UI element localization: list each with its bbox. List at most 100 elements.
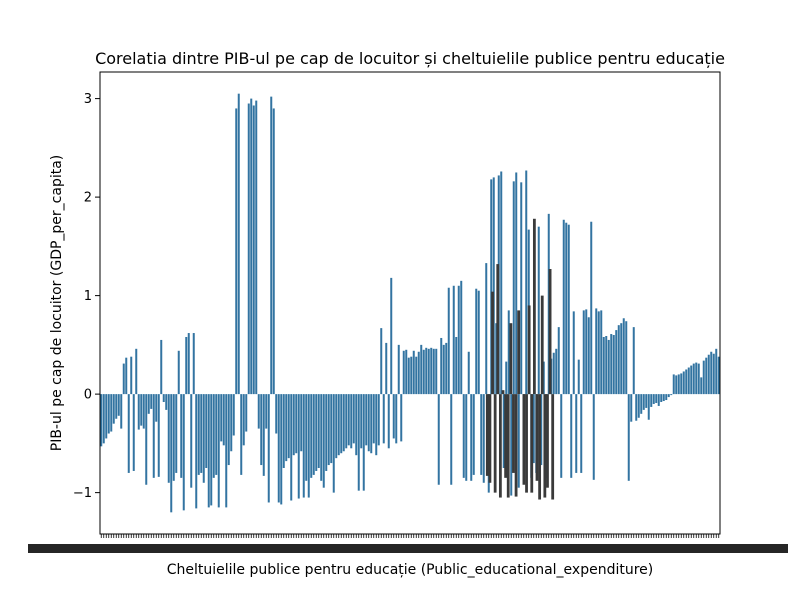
bar	[585, 309, 588, 395]
bar	[297, 394, 300, 499]
bar	[630, 394, 633, 422]
bar	[395, 394, 398, 444]
bar	[477, 290, 480, 395]
plot-frame	[99, 71, 721, 535]
bar-overlay	[488, 394, 492, 483]
bar	[607, 339, 610, 395]
bar	[352, 394, 355, 444]
bar	[340, 394, 343, 454]
bar	[332, 394, 335, 493]
bar	[510, 394, 513, 496]
bar-overlay	[491, 291, 494, 395]
bar	[190, 394, 193, 488]
bar	[217, 394, 220, 508]
bar-overlay	[525, 394, 528, 493]
bar	[342, 394, 345, 452]
bar	[275, 394, 278, 434]
bar	[355, 394, 358, 456]
bar	[130, 356, 133, 395]
y-ticks-group: −1 0 1 2 3	[73, 92, 100, 501]
bar	[642, 394, 645, 410]
bar	[627, 394, 630, 481]
bar	[540, 394, 543, 466]
bar	[512, 181, 515, 395]
bar	[212, 394, 215, 478]
bar	[390, 277, 393, 395]
bar-overlay	[504, 394, 508, 478]
bar	[432, 348, 435, 395]
bar	[695, 362, 698, 395]
overlay-bars-group	[485, 218, 555, 500]
bar	[330, 394, 333, 464]
bar	[262, 394, 265, 476]
bar	[565, 222, 568, 395]
bar	[222, 394, 225, 446]
bar	[160, 339, 163, 395]
bar	[580, 394, 583, 473]
bar	[705, 357, 708, 395]
bar-overlay	[522, 394, 526, 485]
bar	[600, 310, 603, 395]
bar	[320, 394, 323, 481]
bar	[397, 344, 400, 395]
bar	[670, 394, 673, 396]
bar	[597, 311, 600, 395]
bar	[175, 394, 178, 473]
bar	[367, 394, 370, 452]
bar	[362, 394, 365, 491]
bar	[680, 373, 683, 395]
bar	[412, 350, 415, 395]
bar	[337, 394, 340, 456]
bar	[325, 394, 328, 471]
bar	[122, 363, 125, 395]
bar	[237, 93, 240, 395]
bar	[312, 394, 315, 475]
bar	[650, 394, 653, 407]
bar	[577, 359, 580, 395]
bar	[635, 394, 638, 421]
bar	[440, 337, 443, 395]
bar	[690, 365, 693, 395]
bar	[382, 394, 385, 444]
bar	[142, 394, 145, 429]
bar	[405, 349, 408, 395]
bar	[292, 394, 295, 456]
bar	[567, 224, 570, 395]
bar	[255, 100, 258, 395]
bar-overlay	[493, 394, 497, 493]
bar	[587, 317, 590, 395]
bar	[655, 394, 658, 403]
bar	[425, 347, 428, 395]
bar	[280, 394, 283, 505]
bar	[177, 350, 180, 395]
bar	[392, 394, 395, 439]
bar	[570, 394, 573, 478]
bar	[435, 348, 438, 395]
bar	[665, 394, 668, 401]
bar	[317, 394, 320, 468]
bar	[232, 394, 235, 436]
bar-overlay	[517, 310, 521, 395]
bar	[307, 394, 310, 498]
bar	[472, 394, 475, 475]
bar	[345, 394, 348, 449]
chart-title: Corelatia dintre PIB-ul pe cap de locuit…	[95, 49, 725, 68]
y-tick-label: 2	[84, 191, 92, 206]
bar	[197, 394, 200, 475]
bar	[235, 108, 238, 395]
bar	[202, 394, 205, 483]
bar	[702, 360, 705, 395]
bar	[192, 333, 195, 395]
bar	[450, 394, 453, 485]
bar	[455, 336, 458, 395]
bar	[575, 394, 578, 473]
bar	[322, 394, 325, 488]
bar	[180, 394, 183, 478]
bar	[420, 344, 423, 395]
bar-overlay	[496, 264, 500, 395]
bar	[485, 263, 488, 395]
bar	[250, 98, 253, 395]
bar	[692, 363, 695, 395]
bar	[347, 394, 350, 446]
bar	[490, 179, 493, 395]
